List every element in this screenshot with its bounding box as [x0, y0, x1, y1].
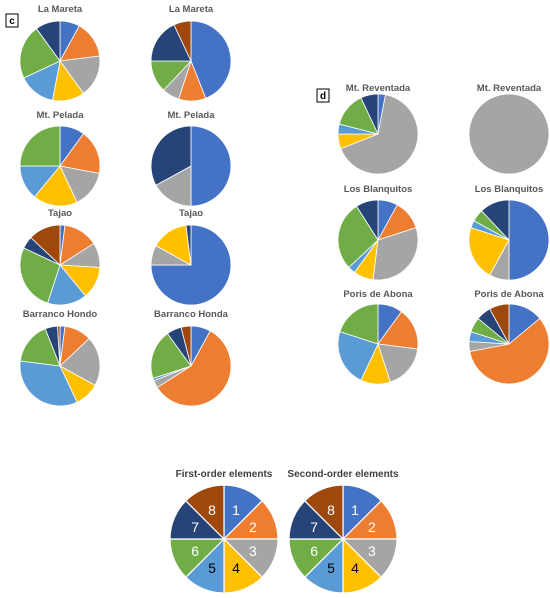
slice-label: 5: [327, 560, 335, 576]
pie-slice-2: [377, 311, 419, 350]
pie-slice-1: [508, 199, 550, 281]
slice-label: 2: [368, 519, 376, 535]
pie-slice-1: [190, 20, 232, 99]
pie-slice-3: [59, 338, 101, 386]
pie-title: Second-order elements: [287, 469, 399, 480]
pie-slice-3: [372, 227, 419, 281]
slice-label: 4: [351, 560, 359, 576]
panel-c-label: c: [5, 13, 19, 28]
pie-title: La Mareta: [169, 4, 214, 15]
pie-slice-6: [19, 247, 61, 304]
pie-title: Tajao: [179, 208, 203, 219]
slice-label: 1: [232, 502, 240, 518]
panel-d-label: d: [316, 88, 330, 103]
slice-label: 8: [208, 502, 216, 518]
pie-slice-7: [360, 93, 379, 135]
pie-slice-7: [185, 224, 192, 266]
pie-slice-5: [337, 331, 379, 381]
pie-slice-6: [339, 303, 379, 345]
pie-chart: Barranco Hondo: [19, 309, 101, 407]
pie-chart: La Mareta: [19, 4, 101, 102]
slice-label: 8: [327, 502, 335, 518]
pie-chart: Mt. Pelada: [150, 110, 232, 207]
slice-label: 7: [310, 519, 318, 535]
pie-chart: Poris de Abona: [468, 289, 550, 385]
pie-slice-7: [356, 199, 379, 242]
pie-slice-6: [19, 28, 61, 79]
pie-slice-7: [481, 199, 510, 242]
pie-title: Mt. Pelada: [37, 110, 85, 121]
pie-slice-6: [19, 125, 61, 167]
pie-title: Los Blanquitos: [344, 184, 413, 195]
pie-charts: La Mareta La Mareta Mt. Pelada Mt. Pelada Ta…: [19, 4, 550, 594]
pie-chart: Mt. Reventada: [468, 83, 550, 175]
slice-label: 2: [249, 519, 257, 535]
pie-slice-4: [33, 165, 78, 207]
pie-title: First-order elements: [176, 469, 273, 480]
slice-label: 5: [208, 560, 216, 576]
pie-slice-3: [377, 343, 419, 383]
panel-d-letter: d: [320, 91, 326, 102]
pie-title: La Mareta: [38, 4, 83, 15]
pie-chart: Barranco Honda: [150, 309, 232, 407]
pie-slice-7: [150, 125, 192, 186]
pie-slice-2: [59, 133, 101, 174]
pie-slice-6: [337, 205, 379, 268]
pie-chart: Mt. Pelada: [19, 110, 101, 207]
slice-label: 3: [368, 543, 376, 559]
slice-label: 3: [249, 543, 257, 559]
pie-slice-8: [30, 224, 61, 266]
pie-title: Poris de Abona: [474, 289, 544, 300]
pie-slice-7: [150, 24, 192, 62]
pie-chart: La Mareta: [150, 4, 232, 102]
pie-title: Poris de Abona: [343, 289, 413, 300]
pie-slice-8: [57, 325, 61, 367]
pie-slice-3: [468, 93, 550, 175]
pie-slice-8: [173, 20, 192, 62]
pie-title: Tajao: [48, 208, 72, 219]
pie-chart: Los Blanquitos: [337, 184, 419, 281]
pie-slice-2: [469, 317, 550, 385]
pie-slice-6: [150, 333, 192, 379]
pie-slice-3: [59, 55, 101, 94]
slice-label: 6: [310, 543, 318, 559]
pie-chart: Poris de Abona: [337, 289, 419, 385]
slice-label: 1: [351, 502, 359, 518]
pie-title: Los Blanquitos: [475, 184, 544, 195]
pie-slice-2: [156, 330, 232, 407]
pie-title: Barranco Honda: [154, 309, 229, 320]
pie-chart: Mt. Reventada: [337, 83, 419, 175]
panel-c-letter: c: [9, 16, 15, 27]
pie-title: Barranco Hondo: [23, 309, 98, 320]
pie-slice-3: [340, 94, 419, 175]
pie-slice-7: [35, 20, 61, 63]
pie-slice-8: [303, 484, 344, 541]
pie-slice-3: [155, 165, 192, 207]
pie-title: Mt. Pelada: [168, 110, 216, 121]
slice-label: 6: [191, 543, 199, 559]
pie-title: Mt. Reventada: [346, 83, 411, 94]
pie-slice-4: [468, 227, 510, 276]
pie-slice-5: [19, 360, 78, 407]
pie-slice-1: [190, 125, 232, 207]
pie-chart: Los Blanquitos: [468, 184, 550, 281]
slice-label: 7: [191, 519, 199, 535]
pie-slice-8: [180, 325, 192, 367]
pie-slice-8: [184, 484, 225, 541]
pie-slice-6: [19, 328, 61, 367]
pie-chart: Tajao: [150, 208, 232, 306]
slice-label: 4: [232, 560, 240, 576]
pie-slice-8: [489, 303, 510, 345]
pie-title: Mt. Reventada: [477, 83, 542, 94]
pie-chart: Tajao: [19, 208, 101, 306]
